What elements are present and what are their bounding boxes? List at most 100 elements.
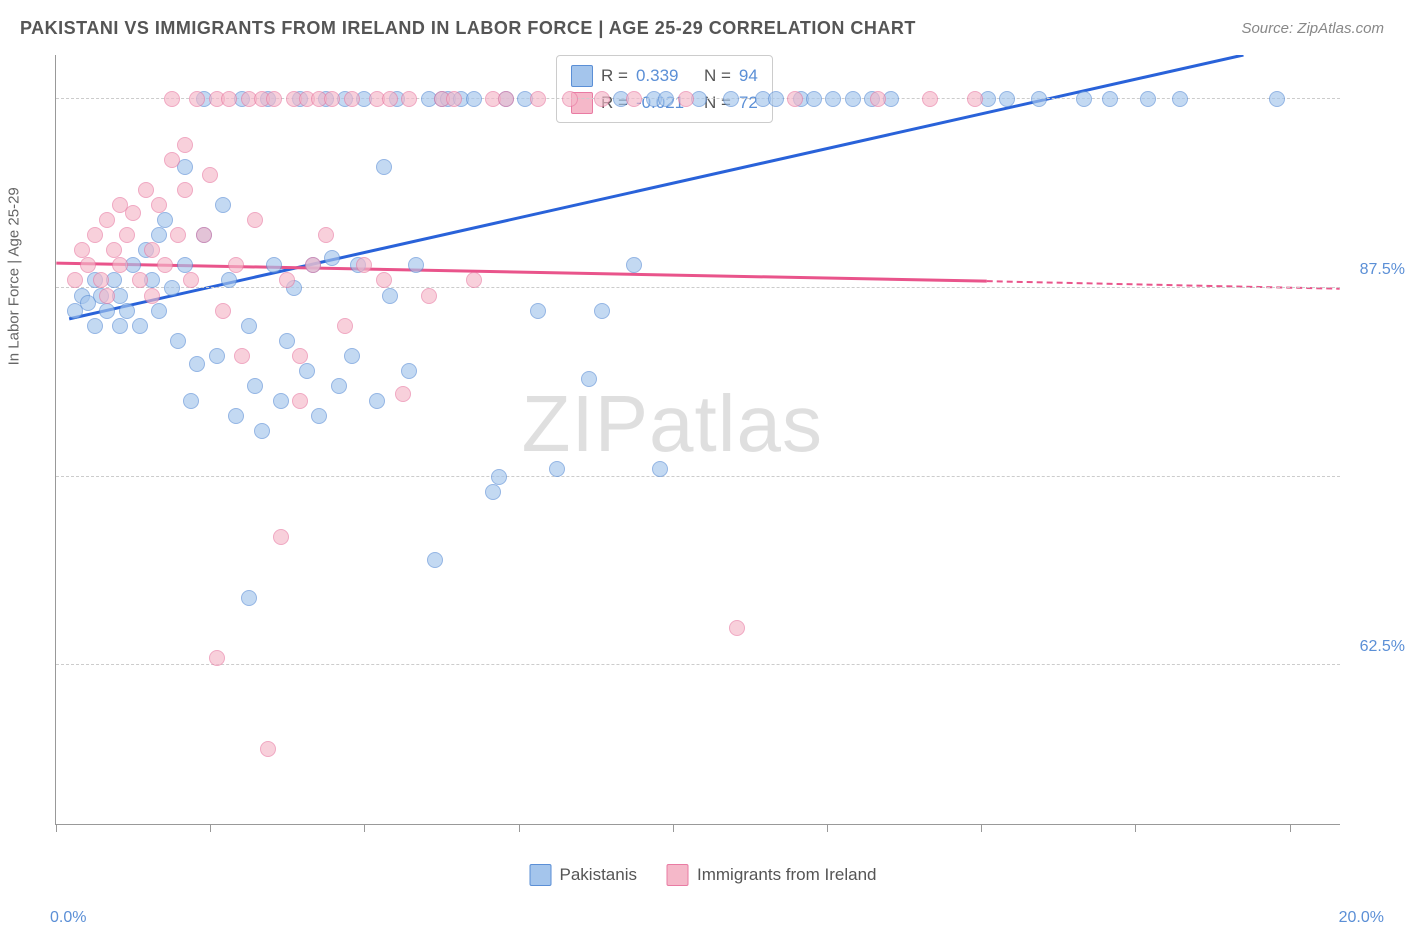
data-point	[80, 257, 96, 273]
data-point	[344, 91, 360, 107]
data-point	[324, 91, 340, 107]
x-tick	[210, 824, 211, 832]
data-point	[196, 227, 212, 243]
data-point	[279, 272, 295, 288]
data-point	[1140, 91, 1156, 107]
y-axis-label: In Labor Force | Age 25-29	[6, 187, 23, 365]
data-point	[594, 91, 610, 107]
data-point	[241, 318, 257, 334]
data-point	[106, 242, 122, 258]
data-point	[177, 182, 193, 198]
data-point	[119, 303, 135, 319]
data-point	[67, 272, 83, 288]
data-point	[164, 280, 180, 296]
x-tick	[1290, 824, 1291, 832]
data-point	[279, 333, 295, 349]
data-point	[221, 272, 237, 288]
data-point	[183, 272, 199, 288]
data-point	[581, 371, 597, 387]
data-point	[427, 552, 443, 568]
data-point	[530, 91, 546, 107]
data-point	[401, 91, 417, 107]
data-point	[652, 461, 668, 477]
x-tick	[673, 824, 674, 832]
legend-item-pakistanis: Pakistanis	[530, 864, 637, 886]
data-point	[922, 91, 938, 107]
data-point	[1031, 91, 1047, 107]
data-point	[247, 378, 263, 394]
data-point	[870, 91, 886, 107]
data-point	[189, 91, 205, 107]
series-legend: Pakistanis Immigrants from Ireland	[530, 864, 877, 886]
data-point	[594, 303, 610, 319]
data-point	[266, 257, 282, 273]
data-point	[466, 91, 482, 107]
chart-container: PAKISTANI VS IMMIGRANTS FROM IRELAND IN …	[0, 0, 1406, 892]
gridline	[56, 287, 1340, 288]
data-point	[292, 348, 308, 364]
x-tick	[56, 824, 57, 832]
data-point	[318, 227, 334, 243]
data-point	[189, 356, 205, 372]
x-tick	[981, 824, 982, 832]
data-point	[144, 242, 160, 258]
legend-item-ireland: Immigrants from Ireland	[667, 864, 877, 886]
data-point	[183, 393, 199, 409]
data-point	[177, 257, 193, 273]
data-point	[344, 348, 360, 364]
data-point	[1102, 91, 1118, 107]
data-point	[408, 257, 424, 273]
data-point	[119, 227, 135, 243]
data-point	[99, 303, 115, 319]
data-point	[292, 393, 308, 409]
data-point	[967, 91, 983, 107]
data-point	[401, 363, 417, 379]
data-point	[254, 423, 270, 439]
data-point	[376, 159, 392, 175]
data-point	[151, 197, 167, 213]
data-point	[356, 257, 372, 273]
watermark: ZIPatlas	[522, 378, 823, 470]
data-point	[324, 250, 340, 266]
data-point	[446, 91, 462, 107]
data-point	[626, 257, 642, 273]
gridline	[56, 664, 1340, 665]
data-point	[228, 408, 244, 424]
data-point	[331, 378, 347, 394]
data-point	[729, 620, 745, 636]
data-point	[164, 152, 180, 168]
x-tick-min: 0.0%	[50, 909, 86, 927]
data-point	[491, 469, 507, 485]
gridline	[56, 476, 1340, 477]
data-point	[845, 91, 861, 107]
data-point	[1269, 91, 1285, 107]
data-point	[1172, 91, 1188, 107]
data-point	[215, 303, 231, 319]
data-point	[157, 257, 173, 273]
x-tick-max: 20.0%	[1339, 909, 1384, 927]
data-point	[112, 318, 128, 334]
data-point	[177, 137, 193, 153]
data-point	[678, 91, 694, 107]
data-point	[305, 257, 321, 273]
data-point	[562, 91, 578, 107]
data-point	[376, 272, 392, 288]
data-point	[157, 212, 173, 228]
data-point	[768, 91, 784, 107]
data-point	[369, 393, 385, 409]
data-point	[132, 272, 148, 288]
data-point	[421, 288, 437, 304]
data-point	[151, 227, 167, 243]
data-point	[549, 461, 565, 477]
data-point	[825, 91, 841, 107]
legend-swatch-icon	[667, 864, 689, 886]
data-point	[170, 333, 186, 349]
legend-swatch-icon	[530, 864, 552, 886]
data-point	[999, 91, 1015, 107]
data-point	[74, 242, 90, 258]
data-point	[273, 529, 289, 545]
data-point	[234, 348, 250, 364]
data-point	[112, 257, 128, 273]
data-point	[311, 408, 327, 424]
data-point	[215, 197, 231, 213]
